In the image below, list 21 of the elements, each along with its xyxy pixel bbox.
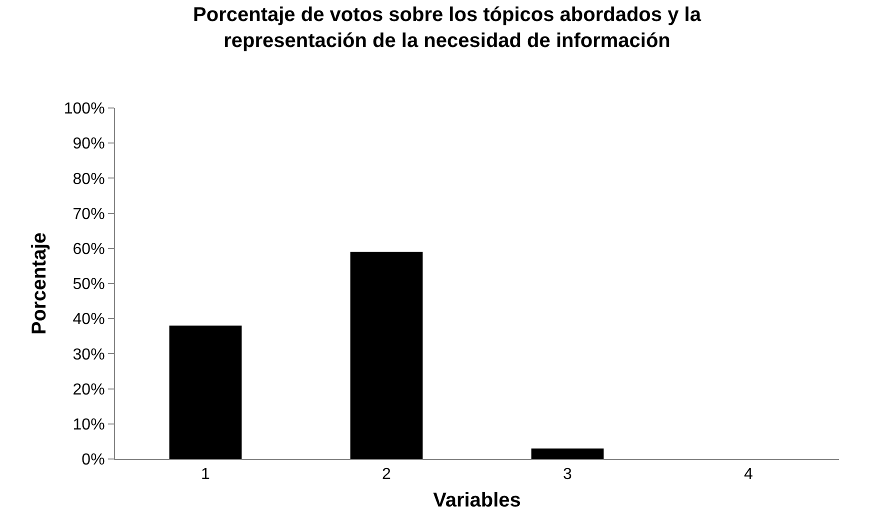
- bar: [531, 448, 604, 459]
- x-tick-label: 3: [563, 466, 572, 484]
- chart-title: Porcentaje de votos sobre los tópicos abordados y la representación de la necesidad de información: [193, 4, 702, 52]
- y-tick-label: 80%: [72, 170, 105, 188]
- bar: [169, 326, 242, 459]
- y-tick-label: 40%: [72, 311, 105, 328]
- bar: [350, 252, 423, 459]
- y-tick-label: 10%: [72, 416, 105, 434]
- x-tick-label: 4: [744, 466, 754, 484]
- y-tick-label: 60%: [72, 241, 105, 258]
- y-tick-label: 70%: [72, 206, 105, 223]
- y-tick-label: 0%: [82, 452, 105, 469]
- y-tick-label: 50%: [72, 276, 105, 294]
- x-tick-label: 2: [382, 466, 392, 484]
- y-tick-label: 100%: [64, 100, 105, 118]
- y-axis-title: Porcentaje: [28, 232, 50, 335]
- x-axis-title: Variables: [433, 490, 521, 512]
- x-tick-label: 1: [201, 466, 210, 484]
- y-tick-label: 20%: [72, 381, 105, 398]
- y-tick-label: 30%: [72, 346, 105, 364]
- y-tick-label: 90%: [72, 136, 105, 153]
